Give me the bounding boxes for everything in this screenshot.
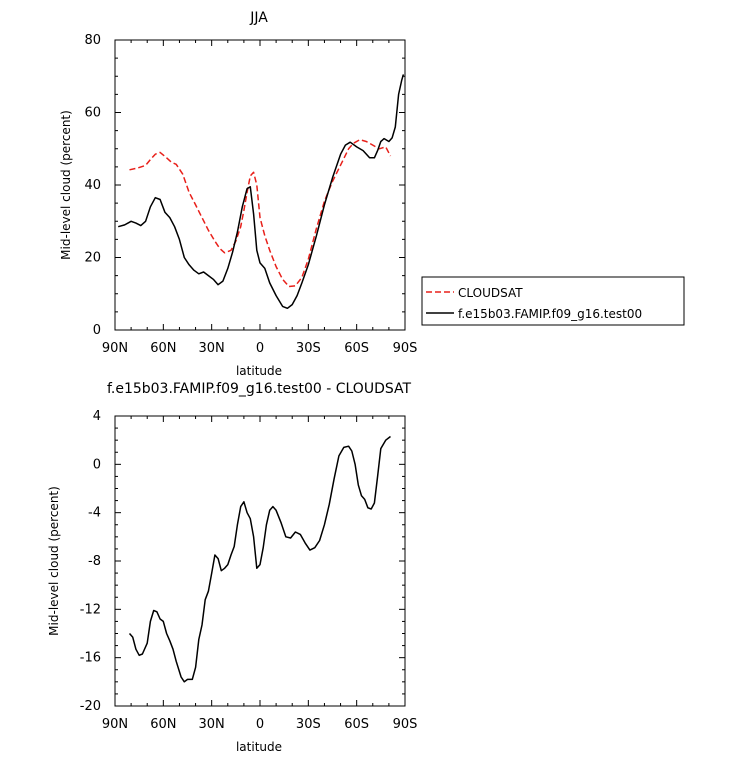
top-chart-x-tick-label: 90S [393, 341, 418, 356]
bottom-chart: f.e15b03.FAMIP.f09_g16.test00 - CLOUDSAT… [47, 381, 417, 754]
top-chart: JJA 90N 60N 30N 0 30S 60S 90S 0 20 40 60 80 Mid-lev… [59, 10, 417, 378]
bottom-chart-y-tick-label: 0 [93, 457, 101, 472]
top-chart-plot-frame [114, 39, 406, 331]
bottom-chart-y-tick-label: -16 [80, 651, 101, 666]
bottom-chart-series [128, 435, 391, 683]
series-line-f-e15b03-famip-f09-g16-test00 [117, 74, 405, 310]
legend: CLOUDSAT f.e15b03.FAMIP.f09_g16.test00 [421, 276, 685, 326]
top-chart-x-tick-label: 0 [256, 341, 264, 356]
top-chart-x-tick-label: 60N [150, 341, 176, 356]
bottom-chart-difference-line [128, 435, 391, 683]
legend-box [421, 276, 685, 326]
bottom-chart-x-tick-label: 30N [199, 717, 225, 732]
bottom-chart-x-tick-label: 0 [256, 717, 264, 732]
bottom-chart-title: f.e15b03.FAMIP.f09_g16.test00 - CLOUDSAT [107, 381, 412, 397]
top-chart-y-tick-label: 80 [84, 33, 101, 48]
top-chart-ticks: 90N 60N 30N 0 30S 60S 90S 0 20 40 60 80 [84, 33, 417, 356]
top-chart-y-axis-label: Mid-level cloud (percent) [59, 110, 73, 260]
bottom-chart-x-tick-label: 90S [393, 717, 418, 732]
bottom-chart-x-tick-label: 60S [344, 717, 369, 732]
top-chart-y-tick-label: 40 [84, 178, 101, 193]
top-chart-x-tick-label: 90N [102, 341, 128, 356]
top-chart-series [117, 74, 405, 310]
top-chart-y-tick-label: 0 [93, 323, 101, 338]
bottom-chart-y-tick-label: 4 [93, 409, 101, 424]
bottom-chart-x-tick-label: 60N [150, 717, 176, 732]
top-chart-x-tick-label: 30S [296, 341, 321, 356]
bottom-chart-y-axis-label: Mid-level cloud (percent) [47, 486, 61, 636]
bottom-chart-y-tick-label: -8 [88, 554, 101, 569]
bottom-chart-x-tick-label: 30S [296, 717, 321, 732]
top-chart-title: JJA [249, 10, 268, 26]
bottom-chart-y-tick-label: -20 [80, 699, 101, 714]
bottom-chart-y-tick-label: -12 [80, 602, 101, 617]
legend-label-model: f.e15b03.FAMIP.f09_g16.test00 [458, 307, 642, 321]
bottom-chart-x-axis-label: latitude [236, 740, 282, 754]
bottom-chart-x-tick-label: 90N [102, 717, 128, 732]
series-line-cloudsat [129, 138, 392, 288]
top-chart-x-tick-label: 30N [199, 341, 225, 356]
top-chart-x-axis-label: latitude [236, 364, 282, 378]
bottom-chart-ticks: 90N 60N 30N 0 30S 60S 90S -20 -16 -12 -8 -4 0 4 [80, 409, 418, 732]
top-chart-y-tick-label: 60 [84, 106, 101, 121]
top-chart-x-tick-label: 60S [344, 341, 369, 356]
legend-label-cloudsat: CLOUDSAT [458, 286, 523, 300]
bottom-chart-y-tick-label: -4 [88, 506, 101, 521]
top-chart-y-tick-label: 20 [84, 251, 101, 266]
